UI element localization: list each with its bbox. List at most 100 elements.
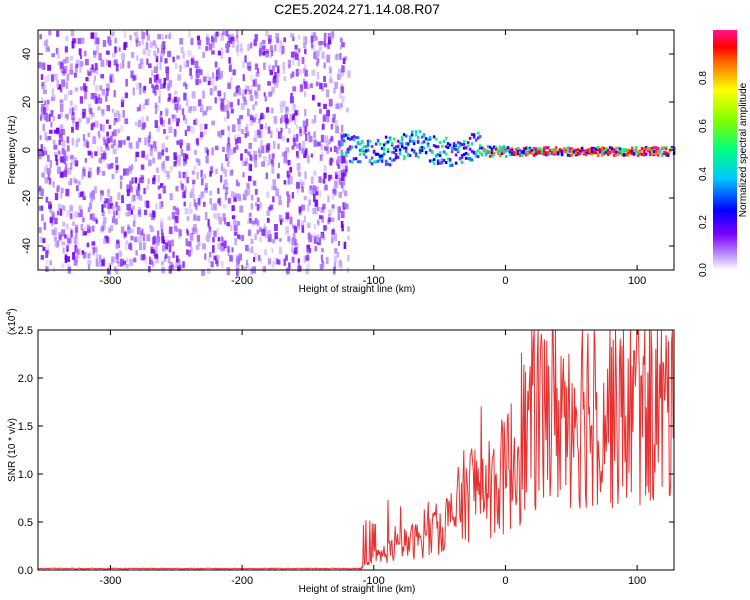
noise-speckle — [298, 126, 302, 134]
noise-speckle — [248, 175, 252, 182]
noise-speckle — [65, 223, 69, 230]
noise-speckle — [70, 213, 73, 220]
noise-speckle — [177, 104, 182, 111]
signal-cell — [618, 151, 622, 155]
noise-speckle — [211, 42, 215, 49]
noise-speckle — [214, 61, 218, 68]
noise-speckle — [298, 69, 302, 75]
snr-y-label: SNR (10 * v/v) — [7, 418, 18, 482]
noise-speckle — [285, 191, 290, 196]
noise-speckle — [103, 216, 107, 223]
noise-speckle — [196, 140, 200, 147]
noise-speckle — [206, 106, 209, 112]
noise-speckle — [323, 75, 326, 82]
noise-speckle — [301, 220, 305, 227]
signal-cell — [394, 156, 398, 160]
signal-cell — [554, 148, 558, 152]
noise-speckle — [117, 128, 121, 134]
noise-speckle — [296, 219, 301, 227]
signal-cell — [596, 148, 600, 152]
noise-speckle — [293, 142, 297, 147]
noise-speckle — [108, 39, 112, 46]
noise-speckle — [244, 55, 247, 63]
signal-cell — [574, 148, 578, 152]
noise-speckle — [288, 128, 291, 134]
colorbar-tick-label: 0.8 — [698, 71, 709, 85]
noise-speckle — [38, 185, 42, 191]
signal-cell — [502, 145, 506, 149]
noise-speckle — [92, 122, 96, 128]
noise-speckle — [217, 198, 220, 204]
noise-speckle — [164, 169, 167, 174]
noise-speckle — [110, 31, 115, 37]
noise-speckle — [165, 242, 169, 250]
noise-speckle — [150, 144, 153, 151]
noise-speckle — [45, 250, 49, 258]
signal-cell — [510, 148, 514, 152]
noise-speckle — [226, 222, 230, 227]
noise-speckle — [193, 223, 197, 232]
noise-speckle — [331, 118, 336, 123]
signal-cell — [348, 159, 352, 163]
noise-speckle — [131, 205, 136, 211]
noise-speckle — [310, 83, 313, 89]
noise-speckle — [334, 119, 338, 127]
signal-cell — [466, 144, 470, 148]
signal-cell — [380, 159, 384, 163]
noise-speckle — [108, 263, 112, 270]
noise-speckle — [93, 247, 98, 253]
signal-cell — [554, 146, 558, 150]
signal-cell — [644, 147, 648, 151]
noise-speckle — [336, 102, 340, 109]
noise-speckle — [41, 84, 44, 90]
colorbar-gradient — [713, 30, 737, 270]
noise-speckle — [328, 78, 333, 84]
noise-speckle — [51, 220, 54, 226]
noise-speckle — [160, 117, 163, 125]
noise-speckle — [40, 144, 43, 153]
noise-speckle — [337, 240, 341, 246]
noise-speckle — [207, 80, 211, 86]
noise-speckle — [85, 139, 89, 148]
signal-cell — [454, 144, 458, 148]
signal-cell — [584, 149, 588, 153]
noise-speckle — [110, 144, 115, 149]
signal-cell — [460, 154, 464, 158]
noise-speckle — [189, 67, 192, 76]
noise-speckle — [257, 255, 261, 261]
noise-speckle — [254, 101, 258, 106]
signal-cell — [348, 147, 352, 151]
noise-speckle — [324, 135, 329, 143]
signal-cell — [614, 146, 618, 150]
noise-speckle — [327, 217, 332, 223]
noise-speckle — [283, 76, 287, 81]
signal-cell — [376, 159, 380, 163]
noise-speckle — [87, 264, 91, 271]
noise-speckle — [69, 205, 73, 212]
signal-cell — [572, 150, 576, 154]
signal-cell — [500, 146, 504, 150]
noise-speckle — [238, 253, 242, 261]
noise-speckle — [233, 92, 237, 97]
noise-speckle — [316, 61, 319, 67]
noise-speckle — [49, 260, 53, 266]
signal-cell — [600, 151, 604, 155]
signal-cell — [636, 153, 640, 157]
noise-speckle — [325, 141, 330, 148]
noise-speckle — [276, 75, 279, 83]
noise-speckle — [284, 107, 288, 116]
noise-speckle — [339, 92, 343, 99]
noise-speckle — [190, 126, 195, 134]
noise-speckle — [167, 50, 171, 58]
signal-cell — [380, 157, 384, 161]
noise-speckle — [245, 263, 250, 269]
noise-speckle — [276, 173, 280, 179]
signal-cell — [664, 153, 668, 157]
signal-cell — [544, 151, 548, 155]
signal-cell — [472, 135, 476, 139]
noise-speckle — [220, 70, 223, 78]
noise-speckle — [215, 75, 219, 81]
noise-speckle — [287, 235, 291, 242]
noise-speckle — [218, 216, 223, 225]
noise-speckle — [307, 222, 311, 229]
